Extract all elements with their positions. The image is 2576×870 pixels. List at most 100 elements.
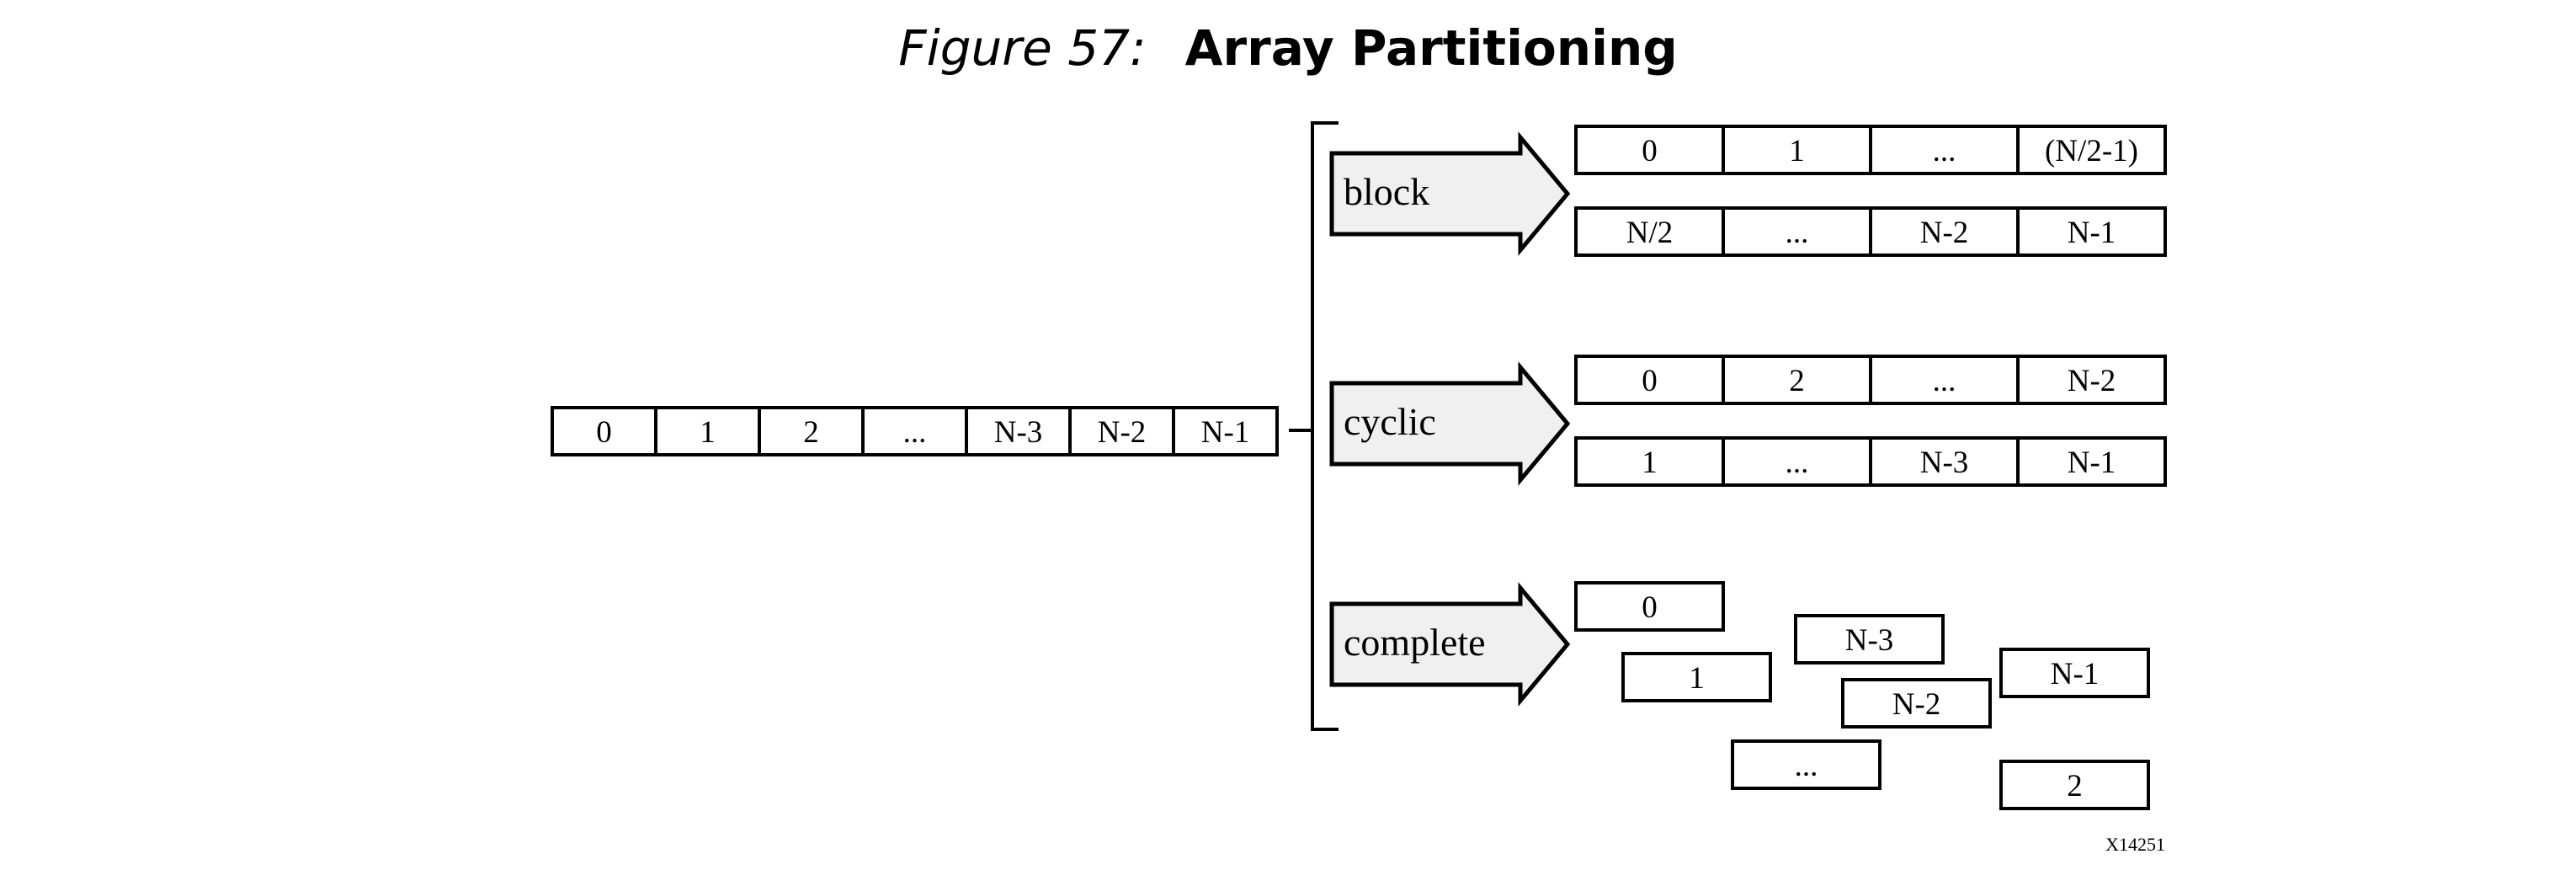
complete-partition-cell: N-2: [1841, 678, 1992, 729]
complete-partition-cell-label: 0: [1642, 590, 1658, 625]
block-arrow-label: block: [1344, 170, 1429, 213]
source-array-cell: N-1: [1172, 406, 1279, 456]
block-partition-cell-box: [1869, 125, 2020, 175]
cyclic-partition-cell-label: N-3: [1920, 446, 1969, 480]
block-partition-cell: N-1: [2016, 206, 2167, 257]
cyclic-partition-cell: 2: [1722, 355, 1872, 405]
complete-partition-cell-box: [1999, 760, 2150, 810]
block-partition-cell-label: ...: [1786, 216, 1809, 250]
block-partition-cell: N/2: [1574, 206, 1725, 257]
complete-partition-cell: 2: [1999, 760, 2150, 810]
source-array-cell: 0: [551, 406, 657, 456]
source-array-cell: 1: [654, 406, 761, 456]
block-partition-cell: ...: [1869, 125, 2020, 175]
complete-partition-cell-label: N-3: [1845, 623, 1894, 658]
cyclic-partition-cell-label: ...: [1933, 364, 1956, 398]
cyclic-arrow-shape: [1329, 361, 1571, 486]
block-partition-cell-box: [1574, 125, 1725, 175]
cyclic-partition-cell-box: [1869, 355, 2020, 405]
cyclic-partition-cell: N-3: [1869, 436, 2020, 487]
block-partition-cell-label: (N/2-1): [2045, 134, 2138, 168]
cyclic-arrow-label: cyclic: [1344, 400, 1436, 443]
figure-caption: Figure 57: Array Partitioning: [0, 10, 2576, 86]
block-partition-cell: N-2: [1869, 206, 2020, 257]
block-partition-cell-label: ...: [1933, 134, 1956, 168]
source-array-cell-label: N-2: [1098, 415, 1147, 450]
complete-partition-cell-box: [1574, 581, 1725, 632]
complete-partition-cell-label: 1: [1689, 661, 1705, 696]
cyclic-partition-cell: ...: [1869, 355, 2020, 405]
complete-partition-cell-label: N-2: [1892, 687, 1941, 722]
cyclic-partition-cell: 0: [1574, 355, 1725, 405]
source-array-cell-label: N-1: [1201, 415, 1250, 450]
complete-partition-cell: ...: [1731, 739, 1881, 790]
block-partition-cell-label: N-2: [1920, 216, 1969, 250]
complete-partition-cell-label: N-1: [2051, 657, 2100, 691]
source-array-cell: N-2: [1068, 406, 1175, 456]
cyclic-partition-cell: N-2: [2016, 355, 2167, 405]
source-array-cell-label: 2: [803, 415, 819, 450]
complete-partition-cell-box: [1841, 678, 1992, 729]
block-partition-cell-label: N-1: [2068, 216, 2116, 250]
source-array-cell-label: 1: [700, 415, 716, 450]
block-partition-cell: ...: [1722, 206, 1872, 257]
block-partition-cell-box: [1869, 206, 2020, 257]
complete-arrow-label: complete: [1344, 621, 1486, 664]
complete-partition-cell-box: [1794, 614, 1945, 665]
figure-id: X14251: [2105, 834, 2165, 855]
figure-title: Array Partitioning: [1184, 19, 1678, 77]
block-partition-cell-box: [1722, 125, 1872, 175]
complete-arrow-shape: [1329, 582, 1571, 707]
cyclic-partition-cell-box: [1869, 436, 2020, 487]
block-arrow: block: [1329, 131, 1571, 256]
source-array-cell-box: [1172, 406, 1279, 456]
cyclic-partition-cell-label: N-2: [2068, 364, 2116, 398]
cyclic-partition-cell: N-1: [2016, 436, 2167, 487]
source-array-cell-box: [654, 406, 761, 456]
cyclic-partition-cell-box: [1574, 436, 1725, 487]
block-partition-cell-label: N/2: [1626, 216, 1674, 250]
cyclic-partition-cell-label: ...: [1786, 446, 1809, 480]
block-partition-cell-box: [1722, 206, 1872, 257]
source-array-cell: ...: [861, 406, 968, 456]
bracket: [1311, 121, 1339, 731]
source-array-cell-box: [551, 406, 657, 456]
cyclic-partition-cell: ...: [1722, 436, 1872, 487]
cyclic-partition-cell-label: N-1: [2068, 446, 2116, 480]
complete-partition-cell-label: 2: [2067, 769, 2083, 803]
block-partition-cell-box: [1574, 206, 1725, 257]
cyclic-partition-cell-label: 1: [1642, 446, 1658, 480]
complete-partition-cell: N-3: [1794, 614, 1945, 665]
source-array-cell: N-3: [965, 406, 1072, 456]
block-partition-cell: (N/2-1): [2016, 125, 2167, 175]
block-arrow-shape: [1329, 131, 1571, 256]
complete-partition-cell-box: [1999, 648, 2150, 698]
complete-partition-cell: 0: [1574, 581, 1725, 632]
block-partition-cell: 0: [1574, 125, 1725, 175]
complete-partition-cell: 1: [1621, 652, 1772, 702]
complete-arrow: complete: [1329, 582, 1571, 707]
cyclic-partition-cell: 1: [1574, 436, 1725, 487]
cyclic-partition-cell-box: [2016, 436, 2167, 487]
complete-partition-cell-box: [1731, 739, 1881, 790]
cyclic-partition-cell-box: [1574, 355, 1725, 405]
complete-partition-cell-box: [1621, 652, 1772, 702]
source-array-cell: 2: [758, 406, 865, 456]
block-partition-cell: 1: [1722, 125, 1872, 175]
source-array-cell-label: N-3: [994, 415, 1043, 450]
source-array-cell-box: [1068, 406, 1175, 456]
figure-number: Figure 57:: [898, 19, 1147, 77]
source-array-cell-label: 0: [596, 415, 612, 450]
cyclic-partition-cell-box: [2016, 355, 2167, 405]
cyclic-partition-cell-label: 0: [1642, 364, 1658, 398]
complete-partition-cell-label: ...: [1795, 749, 1818, 783]
source-array-cell-label: ...: [903, 415, 927, 450]
block-partition-cell-box: [2016, 125, 2167, 175]
cyclic-arrow: cyclic: [1329, 361, 1571, 486]
block-partition-cell-label: 1: [1789, 134, 1805, 168]
block-partition-cell-label: 0: [1642, 134, 1658, 168]
cyclic-partition-cell-label: 2: [1789, 364, 1805, 398]
complete-partition-cell: N-1: [1999, 648, 2150, 698]
block-partition-cell-box: [2016, 206, 2167, 257]
